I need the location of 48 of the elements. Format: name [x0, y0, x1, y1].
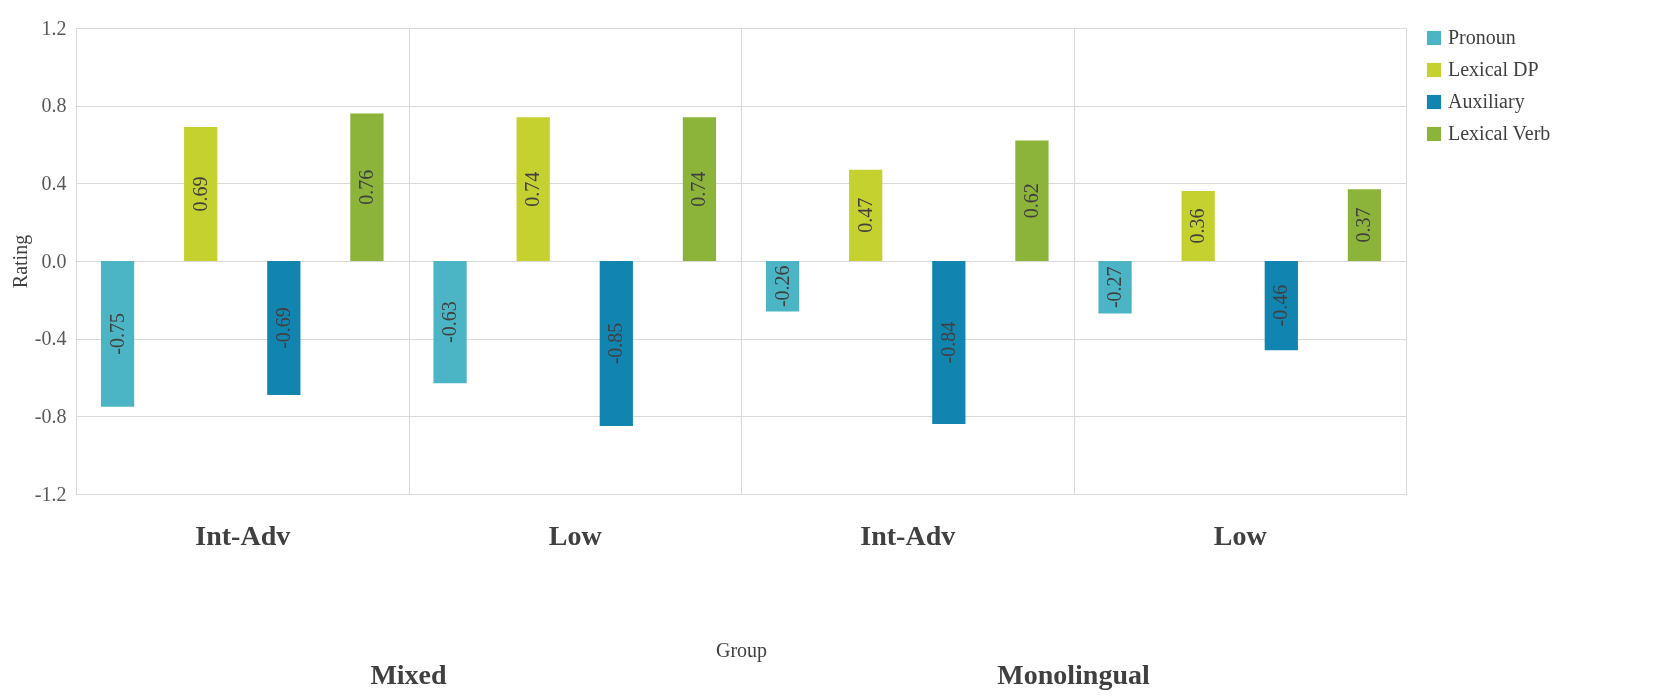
data-label: 0.74: [687, 171, 710, 207]
bar: [1264, 261, 1298, 351]
bar: [1015, 140, 1049, 261]
y-tick-label: 1.2: [41, 16, 67, 39]
x-tick-label: Int-Adv: [195, 519, 291, 551]
legend-label: Pronoun: [1448, 26, 1516, 48]
x-tick-label: Low: [548, 519, 603, 551]
y-tick-label: -0.4: [34, 327, 67, 350]
y-tick-label: 0.0: [41, 249, 67, 272]
data-label: -0.46: [1269, 284, 1292, 327]
bar: [849, 169, 883, 261]
y-tick-label: 0.8: [41, 94, 67, 117]
legend-label: Lexical DP: [1448, 58, 1539, 80]
y-tick-label: 0.4: [41, 171, 67, 194]
data-label: 0.37: [1352, 207, 1375, 243]
text: Mixed: [370, 658, 448, 690]
y-tick-label: -1.2: [34, 482, 67, 505]
data-label: 0.36: [1186, 208, 1209, 244]
y-axis-title: Rating: [8, 234, 32, 289]
bar: [100, 261, 135, 407]
data-label: -0.63: [438, 301, 461, 343]
x-axis-title: Group: [715, 638, 768, 662]
bar: [932, 261, 966, 425]
bar: [350, 113, 384, 261]
text: Monolingual: [997, 658, 1150, 690]
data-label: -0.27: [1103, 266, 1126, 309]
bar: [682, 117, 717, 261]
bar: [516, 117, 550, 261]
data-label: 0.76: [354, 169, 377, 205]
data-label: 0.69: [188, 176, 211, 212]
legend-label: Lexical Verb: [1448, 122, 1551, 144]
legend-label: Auxiliary: [1448, 90, 1525, 113]
data-label: 0.62: [1019, 183, 1042, 219]
bar: [267, 261, 301, 395]
x-tick-label: Low: [1213, 519, 1268, 551]
data-label: 0.47: [853, 197, 876, 233]
data-label: 0.74: [521, 171, 544, 207]
bar: [433, 261, 467, 384]
bar: [184, 127, 218, 261]
data-label: -0.84: [936, 321, 959, 364]
x-tick-label: Int-Adv: [860, 519, 956, 551]
data-label: -0.26: [770, 265, 793, 308]
bar: [599, 261, 633, 427]
bar: [1347, 189, 1382, 261]
data-label: -0.85: [604, 322, 627, 365]
y-tick-label: -0.8: [34, 404, 67, 427]
data-label: -0.75: [105, 312, 128, 355]
data-label: -0.69: [271, 307, 294, 349]
